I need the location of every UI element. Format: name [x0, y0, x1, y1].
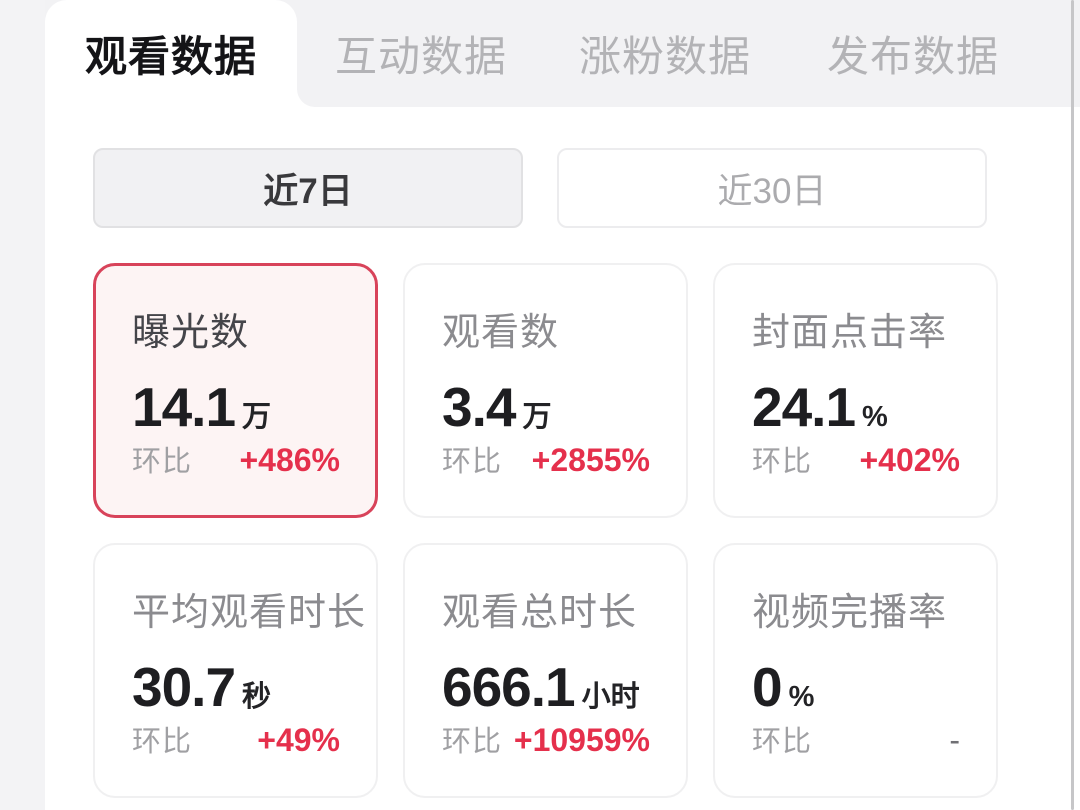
metric-title: 曝光数	[132, 312, 250, 354]
tab-view-data[interactable]: 观看数据	[85, 33, 258, 80]
compare-value: +486%	[239, 441, 340, 478]
metric-value: 30.7	[132, 656, 236, 718]
range-button-30d[interactable]: 近30日	[557, 148, 987, 228]
metric-card-total-watch-time[interactable]: 观看总时长 666.1 小时 环比 +10959%	[403, 543, 688, 798]
compare-label: 环比	[752, 725, 813, 758]
compare-label: 环比	[132, 445, 193, 478]
compare-value: +402%	[859, 441, 960, 478]
compare-label: 环比	[442, 445, 503, 478]
metric-card-avg-watch-time[interactable]: 平均观看时长 30.7 秒 环比 +49%	[93, 543, 378, 798]
metric-value: 24.1	[752, 376, 856, 438]
metric-compare-row: 环比 +2855%	[442, 438, 650, 480]
metric-value-row: 3.4 万	[442, 377, 650, 438]
compare-value: -	[949, 721, 960, 758]
compare-label: 环比	[132, 725, 193, 758]
metric-compare-row: 环比 +402%	[752, 438, 960, 480]
compare-value: +2855%	[531, 441, 650, 478]
metric-value: 14.1	[132, 376, 236, 438]
tab-strip-background	[297, 0, 1080, 107]
range-button-7d[interactable]: 近7日	[93, 148, 523, 228]
metric-unit: %	[862, 401, 888, 433]
metric-unit: %	[788, 681, 815, 713]
metric-compare-row: 环比 +486%	[132, 438, 340, 480]
metric-unit: 秒	[242, 681, 272, 713]
metric-compare-row: 环比 -	[752, 718, 960, 760]
metric-title: 平均观看时长	[132, 592, 367, 634]
metric-compare-row: 环比 +49%	[132, 718, 340, 760]
compare-value: +49%	[257, 721, 340, 758]
metric-title: 观看数	[442, 312, 560, 354]
metric-card-cover-ctr[interactable]: 封面点击率 24.1 % 环比 +402%	[713, 263, 998, 518]
active-tab-background	[45, 0, 297, 107]
metric-compare-row: 环比 +10959%	[442, 718, 650, 760]
metric-card-grid: 曝光数 14.1 万 环比 +486% 观看数 3.4 万 环比 +2855% …	[93, 263, 998, 798]
metric-unit: 万	[242, 401, 272, 433]
metric-value-row: 0 %	[752, 657, 960, 718]
tab-engagement-data[interactable]: 互动数据	[335, 33, 508, 80]
metric-card-exposure[interactable]: 曝光数 14.1 万 环比 +486%	[93, 263, 378, 518]
metric-card-completion-rate[interactable]: 视频完播率 0 % 环比 -	[713, 543, 998, 798]
metric-value: 3.4	[442, 376, 516, 438]
tab-publish-data[interactable]: 发布数据	[827, 33, 1000, 80]
compare-label: 环比	[752, 445, 813, 478]
metric-value-row: 14.1 万	[132, 377, 340, 438]
compare-value: +10959%	[513, 721, 650, 758]
vertical-scrollbar[interactable]	[1071, 0, 1074, 810]
analytics-tab-bar: 观看数据 互动数据 涨粉数据 发布数据	[45, 0, 1080, 107]
metric-value: 0	[752, 656, 783, 718]
tab-follower-data[interactable]: 涨粉数据	[579, 33, 752, 80]
metric-value-row: 30.7 秒	[132, 657, 340, 718]
left-gutter	[0, 0, 45, 810]
metric-unit: 小时	[581, 681, 640, 713]
metric-value-row: 666.1 小时	[442, 657, 650, 718]
date-range-toggle: 近7日 近30日	[93, 148, 987, 228]
metric-title: 封面点击率	[752, 312, 948, 354]
metric-title: 观看总时长	[442, 592, 638, 634]
metric-value: 666.1	[442, 656, 576, 718]
metric-title: 视频完播率	[752, 592, 948, 634]
metric-value-row: 24.1 %	[752, 377, 960, 438]
metric-unit: 万	[522, 401, 552, 433]
compare-label: 环比	[442, 725, 503, 758]
metric-card-views[interactable]: 观看数 3.4 万 环比 +2855%	[403, 263, 688, 518]
